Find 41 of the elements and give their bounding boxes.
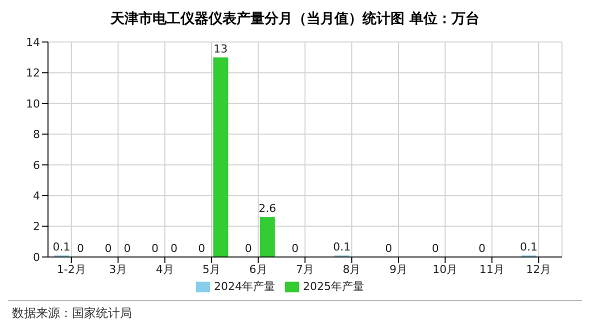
data-label: 0 <box>198 242 206 255</box>
data-label: 0 <box>104 242 112 255</box>
x-tick-label: 1-2月 <box>56 262 86 276</box>
x-tick-label: 11月 <box>479 262 504 276</box>
legend-label: 2024年产量 <box>214 280 275 293</box>
data-label: 0 <box>77 242 84 255</box>
y-tick-label: 8 <box>33 128 40 142</box>
data-label: 0 <box>385 242 392 255</box>
data-label: 0 <box>244 242 252 255</box>
x-tick-label: 7月 <box>296 262 314 276</box>
chart-title: 天津市电工仪器仪表产量分月（当月值）统计图 单位：万台 <box>109 10 480 29</box>
y-tick-label: 12 <box>26 66 40 80</box>
y-tick-label: 2 <box>33 220 40 234</box>
data-label: 0 <box>170 242 178 255</box>
bar <box>213 57 228 257</box>
x-tick-label: 5月 <box>202 262 221 276</box>
source-note: 数据来源：国家统计局 <box>12 306 132 320</box>
data-label: 13 <box>214 42 228 56</box>
x-tick-label: 3月 <box>109 262 128 276</box>
data-label: 0 <box>151 242 158 255</box>
y-tick-label: 0 <box>33 250 40 264</box>
data-label: 2.6 <box>258 202 276 216</box>
y-tick-label: 4 <box>33 189 40 202</box>
data-label: 0 <box>432 242 439 255</box>
data-label: 0 <box>292 242 299 255</box>
y-tick-label: 10 <box>26 97 40 110</box>
data-label: 0.1 <box>520 240 538 254</box>
data-label: 0.1 <box>52 240 70 254</box>
x-tick-label: 12月 <box>526 262 552 276</box>
data-label: 0.1 <box>333 240 351 254</box>
legend-label: 2025年产量 <box>303 280 364 293</box>
data-label: 0 <box>124 242 131 255</box>
bar <box>260 217 275 257</box>
y-tick-label: 14 <box>26 36 40 49</box>
x-tick-label: 10月 <box>432 262 458 276</box>
data-label: 0 <box>478 242 486 255</box>
x-tick-label: 9月 <box>389 262 408 276</box>
y-tick-label: 6 <box>33 158 40 172</box>
x-tick-label: 4月 <box>156 262 174 276</box>
x-tick-label: 8月 <box>342 262 361 276</box>
x-tick-label: 6月 <box>249 262 268 276</box>
